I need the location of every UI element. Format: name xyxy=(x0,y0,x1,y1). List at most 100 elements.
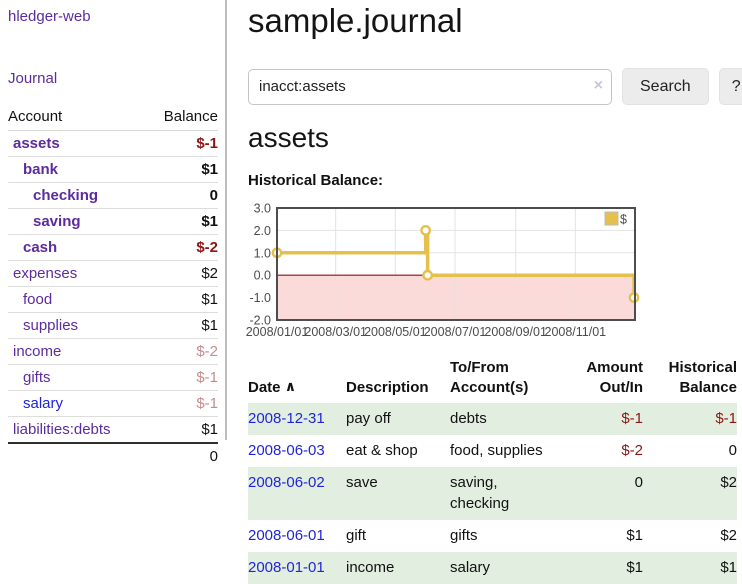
transaction-date-link[interactable]: 2008-01-01 xyxy=(248,559,325,576)
transaction-balance-cell: $1 xyxy=(720,559,737,576)
transaction-date-cell: 2008-12-31 xyxy=(248,403,346,435)
account-row: salary $-1 xyxy=(8,391,218,417)
account-row: income $-2 xyxy=(8,339,218,365)
svg-text:2008/03/01: 2008/03/01 xyxy=(304,325,367,339)
transaction-description-cell: income xyxy=(346,559,395,576)
account-balance: $-1 xyxy=(196,135,218,152)
transaction-row: 2008-06-03 eat & shop food, supplies $-2 0 xyxy=(248,435,737,467)
account-link[interactable]: bank xyxy=(23,161,59,178)
column-header-accounts: To/From Account(s) xyxy=(450,359,529,396)
account-balance: $-2 xyxy=(196,239,218,256)
historical-balance-chart: $3.0 2.0 1.0 0.0 -1.0 -2.0 2008/01/01 2008/03/0… xyxy=(243,202,653,345)
transaction-date-cell: 2008-06-03 xyxy=(248,435,346,467)
column-header-balance: Historical Balance xyxy=(668,359,737,396)
balance-chart-svg: $3.0 2.0 1.0 0.0 -1.0 -2.02008/01/012008/03/0… xyxy=(246,202,640,339)
transaction-balance-cell: $2 xyxy=(720,527,737,544)
svg-text:3.0: 3.0 xyxy=(254,203,271,216)
account-link[interactable]: supplies xyxy=(23,317,79,334)
transaction-row: 2008-01-01 income salary $1 $1 xyxy=(248,552,737,584)
account-row: cash $-2 xyxy=(8,235,218,261)
register-table: Date ∧ Description To/From Account(s) Am… xyxy=(248,358,737,584)
account-balance: $1 xyxy=(201,421,218,438)
transaction-date-link[interactable]: 2008-06-03 xyxy=(248,442,325,459)
search-input[interactable] xyxy=(248,68,612,105)
account-link[interactable]: expenses xyxy=(13,265,78,282)
account-link[interactable]: salary xyxy=(23,395,64,412)
transaction-row: 2008-12-31 pay off debts $-1 $-1 xyxy=(248,403,737,435)
account-balance: $-1 xyxy=(196,369,218,386)
transaction-date-cell: 2008-06-02 xyxy=(248,467,346,520)
app-brand-link[interactable]: hledger-web xyxy=(8,8,91,25)
account-balance: $1 xyxy=(201,161,218,178)
svg-text:-2.0: -2.0 xyxy=(249,314,271,328)
svg-text:2008/05/01: 2008/05/01 xyxy=(364,325,427,339)
transaction-description-cell: save xyxy=(346,474,378,491)
legend-label: $ xyxy=(620,213,627,227)
transaction-amount-cell: 0 xyxy=(634,474,643,491)
sort-ascending-icon: ∧ xyxy=(284,378,297,394)
account-link[interactable]: cash xyxy=(23,239,58,256)
account-balance-table: Account Balance assets $-1 bank $1 checking 0… xyxy=(8,104,218,469)
transaction-date-link[interactable]: 2008-06-01 xyxy=(248,527,325,544)
svg-text:2008/09/01: 2008/09/01 xyxy=(484,325,547,339)
transaction-accounts-cell: saving, checking xyxy=(450,474,510,512)
search-form: × Search ? xyxy=(248,68,742,105)
transaction-amount-cell: $-2 xyxy=(621,442,643,459)
page-title: sample.journal xyxy=(248,2,463,39)
transaction-balance-cell: $-1 xyxy=(715,410,737,427)
account-balance: $-2 xyxy=(196,343,218,360)
account-row: gifts $-1 xyxy=(8,365,218,391)
transaction-date-link[interactable]: 2008-12-31 xyxy=(248,410,325,427)
search-clear-icon[interactable]: × xyxy=(593,76,603,94)
transaction-amount-cell: $1 xyxy=(626,527,643,544)
transaction-description-cell: gift xyxy=(346,527,367,544)
account-link[interactable]: saving xyxy=(33,213,81,230)
svg-text:1.0: 1.0 xyxy=(254,246,271,260)
svg-text:2.0: 2.0 xyxy=(254,224,271,238)
account-link[interactable]: gifts xyxy=(23,369,51,386)
account-row: food $1 xyxy=(8,287,218,313)
svg-text:2008/01/01: 2008/01/01 xyxy=(246,325,309,339)
transaction-accounts-cell: debts xyxy=(450,410,487,427)
account-balance: 0 xyxy=(209,187,218,204)
account-title: assets xyxy=(248,122,329,153)
transaction-balance-cell: $2 xyxy=(720,474,737,491)
account-link[interactable]: income xyxy=(13,343,62,360)
transaction-date-link[interactable]: 2008-06-02 xyxy=(248,474,325,491)
account-link[interactable]: checking xyxy=(33,187,99,204)
account-row: bank $1 xyxy=(8,157,218,183)
help-button[interactable]: ? xyxy=(718,68,742,105)
register-header-row: Date ∧ Description To/From Account(s) Am… xyxy=(248,358,737,403)
account-balance: $1 xyxy=(201,213,218,230)
account-balance: $2 xyxy=(201,265,218,282)
account-balance: $-1 xyxy=(196,395,218,412)
chart-heading: Historical Balance: xyxy=(248,172,384,189)
transaction-row: 2008-06-02 save saving, checking 0 $2 xyxy=(248,467,737,520)
column-header-amount: Amount Out/In xyxy=(586,359,643,396)
account-row: saving $1 xyxy=(8,209,218,235)
transaction-date-cell: 2008-06-01 xyxy=(248,520,346,552)
sidebar-item-journal[interactable]: Journal xyxy=(8,70,58,87)
balance-column-header: Balance xyxy=(163,108,218,125)
account-link[interactable]: assets xyxy=(13,135,60,152)
svg-text:0.0: 0.0 xyxy=(254,269,271,283)
main-content: sample.journal × Search ? assets Histori… xyxy=(246,0,742,584)
column-header-description: Description xyxy=(346,379,429,396)
account-row: assets $-1 xyxy=(8,131,218,157)
transaction-description-cell: eat & shop xyxy=(346,442,418,459)
transaction-accounts-cell: salary xyxy=(450,559,491,576)
legend-swatch xyxy=(604,211,619,226)
transaction-description-cell: pay off xyxy=(346,410,391,427)
total-row: 0 xyxy=(8,442,218,469)
svg-text:2008/07/01: 2008/07/01 xyxy=(424,325,487,339)
account-link[interactable]: food xyxy=(23,291,53,308)
account-row: liabilities:debts $1 xyxy=(8,417,218,442)
account-row: expenses $2 xyxy=(8,261,218,287)
account-balance: $1 xyxy=(201,317,218,334)
search-button[interactable]: Search xyxy=(622,68,709,105)
account-table-header: Account Balance xyxy=(8,104,218,131)
transaction-amount-cell: $-1 xyxy=(621,410,643,427)
account-link[interactable]: liabilities:debts xyxy=(13,421,111,438)
column-header-date[interactable]: Date ∧ xyxy=(248,378,297,396)
svg-text:-1.0: -1.0 xyxy=(249,291,271,305)
